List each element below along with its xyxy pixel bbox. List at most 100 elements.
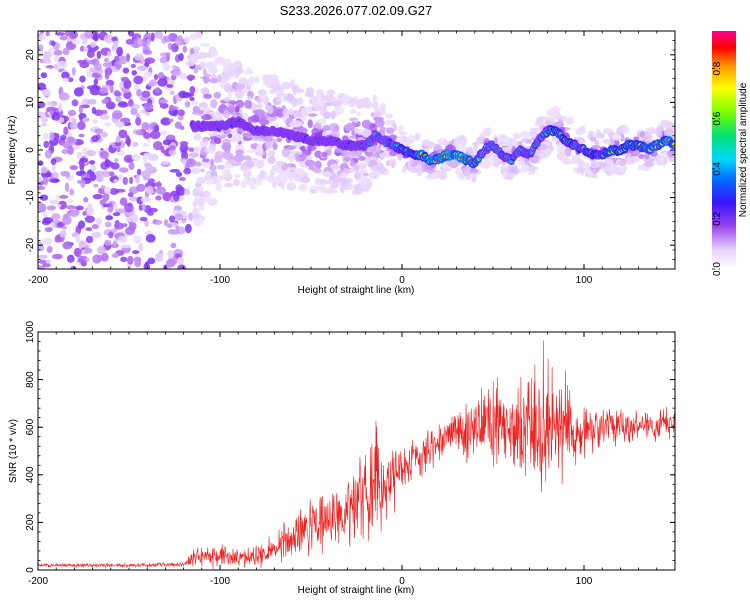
noise-blob [316, 93, 322, 103]
noise-blob [193, 133, 202, 141]
noise-blob [525, 139, 533, 145]
snr-background [38, 332, 675, 570]
noise-blob [82, 210, 87, 216]
noise-blob [242, 70, 254, 75]
noise-blob [45, 31, 50, 37]
noise-blob [43, 140, 50, 149]
noise-blob [38, 82, 47, 91]
noise-blob [250, 185, 257, 190]
noise-blob [200, 87, 210, 96]
noise-blob [285, 173, 296, 178]
noise-blob [99, 199, 107, 206]
noise-blob [159, 56, 168, 64]
noise-blob [602, 128, 613, 135]
noise-blob [349, 159, 356, 167]
noise-blob [205, 62, 213, 70]
noise-blob [41, 117, 49, 123]
noise-blob [262, 74, 267, 81]
spectrogram-marks [38, 15, 675, 269]
noise-blob [113, 179, 119, 183]
noise-blob [46, 245, 53, 254]
noise-blob [160, 145, 165, 153]
noise-blob [170, 242, 177, 249]
noise-blob [591, 173, 598, 179]
noise-blob [83, 46, 89, 53]
noise-blob [184, 15, 192, 24]
noise-blob [38, 201, 44, 210]
noise-blob [147, 82, 155, 87]
noise-blob [376, 162, 385, 170]
noise-blob [459, 139, 467, 145]
noise-blob [135, 130, 145, 136]
noise-blob [288, 108, 294, 116]
noise-blob [267, 149, 276, 157]
noise-blob [298, 183, 308, 192]
noise-blob [256, 143, 265, 153]
ridge-core [672, 142, 675, 147]
noise-blob [443, 139, 449, 148]
noise-blob [326, 178, 333, 185]
noise-blob [346, 177, 354, 184]
noise-blob [205, 180, 213, 185]
noise-blob [112, 202, 118, 211]
noise-blob [149, 130, 161, 140]
noise-blob [102, 192, 110, 202]
x-tick-label: 0 [399, 275, 405, 286]
noise-blob [297, 97, 304, 106]
noise-blob [265, 74, 271, 81]
noise-blob [373, 116, 385, 121]
noise-blob [208, 143, 217, 151]
noise-blob [105, 79, 115, 87]
noise-blob [587, 168, 592, 176]
noise-blob [209, 99, 218, 109]
noise-blob [62, 241, 73, 250]
noise-blob [256, 97, 263, 104]
noise-blob [195, 189, 204, 196]
noise-blob [93, 78, 98, 86]
noise-blob [132, 250, 140, 255]
noise-blob [515, 134, 520, 139]
noise-blob [538, 151, 549, 159]
noise-blob [160, 117, 172, 126]
noise-blob [179, 144, 189, 153]
noise-blob [205, 197, 215, 205]
noise-blob [242, 160, 254, 167]
noise-blob [152, 141, 163, 151]
noise-blob [44, 226, 53, 233]
noise-blob [90, 164, 97, 172]
noise-blob [42, 263, 51, 268]
noise-blob [201, 114, 212, 121]
noise-blob [189, 34, 197, 41]
noise-blob [41, 122, 47, 127]
noise-blob [57, 203, 62, 208]
noise-blob [655, 128, 663, 138]
noise-blob [179, 141, 189, 146]
noise-blob [38, 254, 48, 259]
noise-blob [174, 213, 183, 221]
noise-blob [56, 60, 68, 69]
noise-blob [194, 182, 202, 188]
noise-blob [46, 106, 57, 113]
noise-blob [38, 34, 46, 41]
noise-blob [75, 234, 81, 244]
noise-blob [166, 223, 173, 228]
noise-blob [194, 186, 205, 191]
noise-blob [117, 235, 128, 244]
noise-blob [438, 171, 448, 181]
noise-blob [238, 77, 248, 86]
noise-blob [401, 165, 407, 174]
noise-blob [242, 169, 249, 178]
noise-blob [526, 166, 534, 172]
snr-xlabel: Height of straight line (km) [298, 585, 415, 596]
noise-blob [105, 215, 114, 221]
noise-blob [595, 132, 606, 139]
noise-blob [49, 131, 55, 141]
noise-blob [103, 57, 110, 63]
noise-blob [141, 170, 152, 179]
noise-blob [296, 167, 305, 176]
noise-blob [125, 53, 131, 62]
noise-blob [316, 118, 327, 125]
noise-blob [155, 186, 167, 195]
noise-blob [101, 252, 109, 262]
noise-blob [442, 167, 452, 172]
